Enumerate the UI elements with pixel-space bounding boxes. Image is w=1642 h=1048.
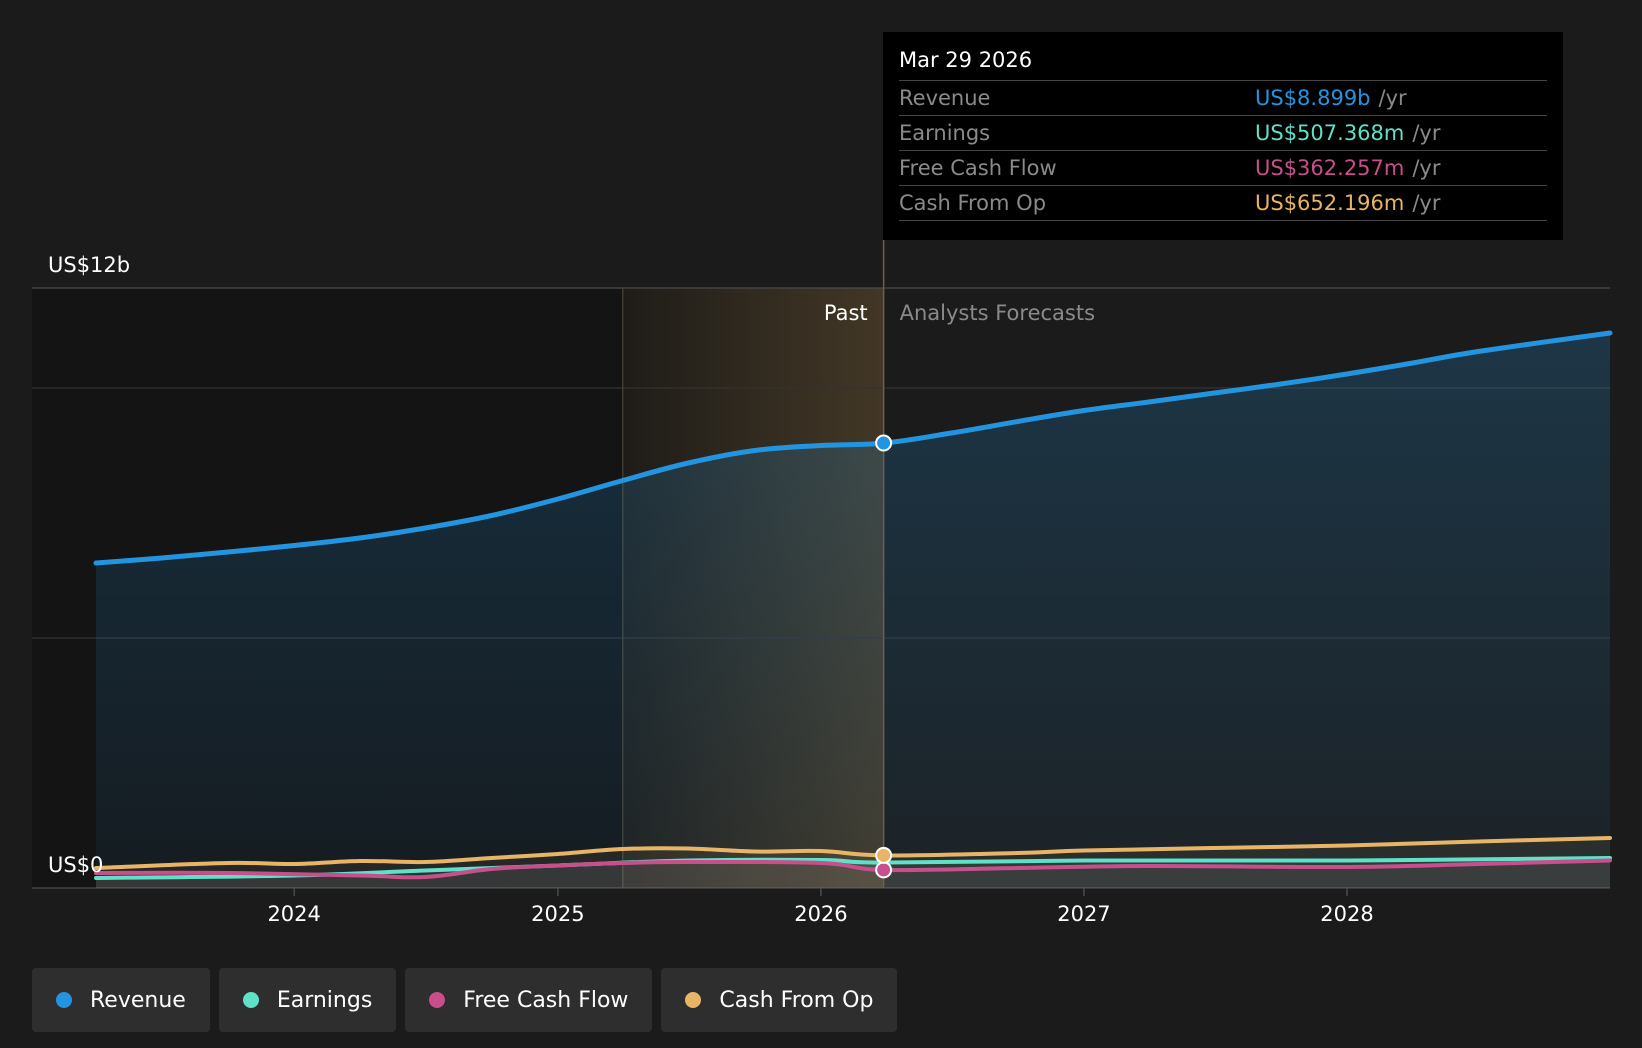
hover-markers <box>875 434 893 879</box>
x-axis-ticks: 2024 2025 2026 2027 2028 <box>267 888 1374 926</box>
earnings-line <box>94 856 1612 880</box>
legend-label: Free Cash Flow <box>463 987 629 1013</box>
revenue-line <box>93 330 1613 566</box>
hover-tooltip: Mar 29 2026 Revenue US$8.899b /yr Earnin… <box>883 32 1563 240</box>
forecast-label: Analysts Forecasts <box>900 301 1095 325</box>
tooltip-label: Revenue <box>899 86 991 110</box>
legend-dot-icon <box>685 992 702 1008</box>
legend-dot-icon <box>242 992 259 1008</box>
x-tick-label: 2024 <box>267 902 320 926</box>
revenue-area <box>96 333 1610 888</box>
tooltip-label: Earnings <box>899 121 991 145</box>
tooltip-row-earnings: Earnings US$507.368m /yr <box>899 116 1547 151</box>
tooltip-value: US$652.196m <box>1255 191 1405 215</box>
chart-legend: Revenue Earnings Free Cash Flow Cash Fro… <box>32 968 898 1032</box>
tooltip-row-revenue: Revenue US$8.899b /yr <box>899 81 1547 116</box>
tooltip-row-free-cash-flow: Free Cash Flow US$362.257m /yr <box>899 151 1547 186</box>
legend-label: Cash From Op <box>719 987 874 1013</box>
series-lines <box>93 330 1613 880</box>
y-axis-top-label: US$12b <box>48 253 130 277</box>
tooltip-label: Cash From Op <box>899 191 1047 215</box>
free-cash-flow-marker <box>875 861 893 879</box>
legend-item-free-cash-flow[interactable]: Free Cash Flow <box>405 968 653 1032</box>
cash-from-op-marker <box>875 846 893 864</box>
x-tick-label: 2025 <box>531 902 584 926</box>
tooltip-label: Free Cash Flow <box>899 156 1057 180</box>
tooltip-unit: /yr <box>1412 121 1441 145</box>
legend-item-earnings[interactable]: Earnings <box>218 968 397 1032</box>
legend-label: Earnings <box>276 987 373 1013</box>
tooltip-value: US$507.368m <box>1255 121 1405 145</box>
x-tick-label: 2026 <box>794 902 847 926</box>
x-tick-label: 2028 <box>1320 902 1373 926</box>
tooltip-value: US$8.899b <box>1255 86 1371 110</box>
tooltip-row-cash-from-op: Cash From Op US$652.196m /yr <box>899 186 1547 221</box>
legend-item-cash-from-op[interactable]: Cash From Op <box>661 968 898 1032</box>
tooltip-unit: /yr <box>1412 156 1441 180</box>
y-axis-bottom-label: US$0 <box>48 853 103 877</box>
revenue-marker <box>875 434 893 452</box>
tooltip-value: US$362.257m <box>1255 156 1405 180</box>
legend-label: Revenue <box>90 987 186 1013</box>
tooltip-unit: /yr <box>1412 191 1441 215</box>
cash-from-op-line <box>94 836 1612 870</box>
x-tick-label: 2027 <box>1057 902 1110 926</box>
tooltip-unit: /yr <box>1378 86 1407 110</box>
tooltip-date: Mar 29 2026 <box>899 46 1547 81</box>
legend-dot-icon <box>429 992 446 1008</box>
legend-item-revenue[interactable]: Revenue <box>32 968 210 1032</box>
past-label: Past <box>824 301 868 325</box>
free-cash-flow-line <box>94 858 1612 880</box>
legend-dot-icon <box>56 992 72 1008</box>
